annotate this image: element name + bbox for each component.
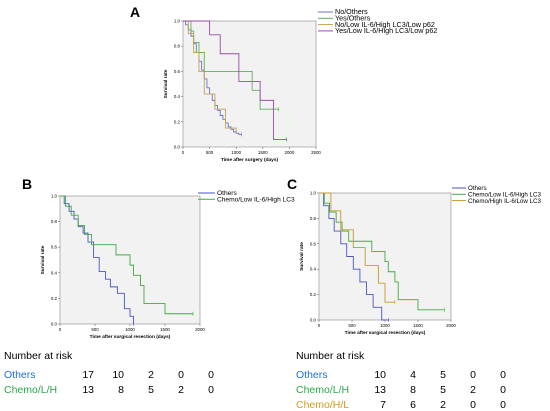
risk-value: 6 [410, 399, 416, 411]
risk-value: 8 [118, 384, 124, 396]
series-line-a-2 [183, 20, 237, 132]
risk-row: Others 17 10 2 0 0 [4, 369, 214, 381]
series-line-c-0 [319, 192, 389, 321]
risk-value: 2 [178, 384, 184, 396]
y-tick-label-c: 0.6 [310, 241, 317, 246]
series-line-b-0 [60, 195, 134, 324]
risk-title-b: Number at risk [4, 350, 73, 362]
risk-value: 10 [374, 369, 386, 381]
x-tick-label-c: 500 [348, 323, 356, 328]
x-tick-label-a: 500 [206, 150, 214, 155]
y-axis-label-c: Survival rate [299, 242, 305, 271]
risk-value: 8 [410, 384, 416, 396]
legend-label-c-2: Chemo/High IL-6/Low LC3 [468, 198, 541, 205]
risk-value: 2 [440, 399, 446, 411]
y-tick-label-c: 0.0 [310, 318, 317, 323]
series-line-b-1 [60, 195, 193, 315]
legend-label-a-0: No/Others [335, 7, 368, 16]
y-axis-label-b: Survival rate [40, 245, 46, 274]
risk-row: Chemo/L/H 13 8 5 2 0 [4, 384, 214, 396]
y-tick-label-c: 0.4 [310, 267, 317, 272]
x-axis-label-b: Time after surgical resection (days) [90, 334, 171, 340]
risk-row: Chemo/H/L 7 6 2 0 0 [296, 399, 506, 411]
x-tick-label-a: 1000 [231, 150, 241, 155]
risk-value: 13 [82, 384, 94, 396]
x-tick-label-c: 2000 [446, 323, 456, 328]
x-tick-label-c: 1500 [413, 323, 423, 328]
legend-label-c-1: Chemo/Low IL-6/High LC3 [468, 192, 541, 199]
panel-letter-b: B [22, 176, 33, 192]
x-tick-label-a: 0 [182, 150, 185, 155]
risk-value: 13 [374, 384, 386, 396]
y-tick-label-c: 0.2 [310, 292, 317, 297]
series-line-c-1 [319, 192, 445, 311]
legend-label-c-0: Others [468, 185, 487, 192]
risk-row-label: Others [296, 369, 328, 381]
x-tick-label-a: 1500 [258, 150, 268, 155]
y-tick-label-a: 1.0 [174, 19, 181, 24]
legend-label-b-0: Others [217, 190, 237, 197]
series-line-c-2 [319, 192, 395, 303]
risk-value: 5 [440, 384, 446, 396]
panel-letter-a: A [130, 4, 141, 20]
risk-value: 0 [470, 369, 476, 381]
panel-letter-c: C [287, 176, 298, 192]
x-tick-label-b: 0 [59, 327, 62, 332]
legend-label-a-3: Yes/Low IL-6/High LC3/Low p62 [335, 26, 437, 35]
x-tick-label-c: 1000 [380, 323, 390, 328]
legend-label-b-1: Chemo/Low IL-6/High LC3 [217, 197, 295, 204]
risk-value: 0 [500, 384, 506, 396]
y-tick-label-a: 0.0 [174, 145, 181, 150]
y-tick-label-b: 0.6 [51, 245, 58, 250]
risk-value: 5 [440, 369, 446, 381]
risk-value: 2 [148, 369, 154, 381]
risk-value: 7 [380, 399, 386, 411]
risk-row-label: Chemo/L/H [296, 384, 350, 396]
x-tick-label-c: 0 [318, 323, 321, 328]
y-tick-label-a: 0.8 [174, 44, 181, 49]
y-tick-label-b: 1.0 [51, 194, 58, 199]
x-tick-label-a: 2500 [311, 150, 321, 155]
risk-row-label: Others [4, 369, 36, 381]
y-tick-label-b: 0.4 [51, 270, 58, 275]
legend-label-a-2: No/Low IL-6/High LC3/Low p62 [335, 20, 435, 29]
x-tick-label-a: 2000 [285, 150, 295, 155]
risk-row-label: Chemo/H/L [296, 399, 350, 411]
y-tick-label-a: 0.4 [174, 94, 181, 99]
risk-value: 2 [470, 384, 476, 396]
risk-value: 0 [178, 369, 184, 381]
y-axis-label-a: Survival rate [163, 69, 169, 98]
x-axis-label-a: Time after surgery (days) [221, 157, 279, 163]
y-tick-label-a: 0.2 [174, 119, 181, 124]
risk-value: 0 [208, 369, 214, 381]
risk-value: 0 [500, 369, 506, 381]
y-tick-label-b: 0.8 [51, 219, 58, 224]
risk-row: Chemo/L/H 13 8 5 2 0 [296, 384, 506, 396]
y-tick-label-c: 0.8 [310, 216, 317, 221]
risk-value: 0 [470, 399, 476, 411]
risk-title-c: Number at risk [296, 350, 365, 362]
risk-row: Others 10 4 5 0 0 [296, 369, 506, 381]
x-axis-label-c: Time after surgical resection (days) [345, 330, 426, 336]
x-tick-label-b: 1500 [160, 327, 170, 332]
y-tick-label-c: 1.0 [310, 191, 317, 196]
risk-value: 0 [500, 399, 506, 411]
series-line-a-3 [183, 20, 287, 140]
risk-value: 0 [208, 384, 214, 396]
legend-label-a-1: Yes/Others [335, 14, 371, 23]
risk-value: 5 [148, 384, 154, 396]
plot-area-a [182, 20, 317, 148]
y-tick-label-b: 0.0 [51, 322, 58, 327]
risk-value: 10 [112, 369, 124, 381]
x-tick-label-b: 1000 [125, 327, 135, 332]
y-tick-label-a: 0.6 [174, 69, 181, 74]
y-tick-label-b: 0.2 [51, 296, 58, 301]
risk-value: 17 [82, 369, 94, 381]
risk-value: 4 [410, 369, 416, 381]
risk-row-label: Chemo/L/H [4, 384, 58, 396]
x-tick-label-b: 2000 [195, 327, 205, 332]
x-tick-label-b: 500 [91, 327, 99, 332]
